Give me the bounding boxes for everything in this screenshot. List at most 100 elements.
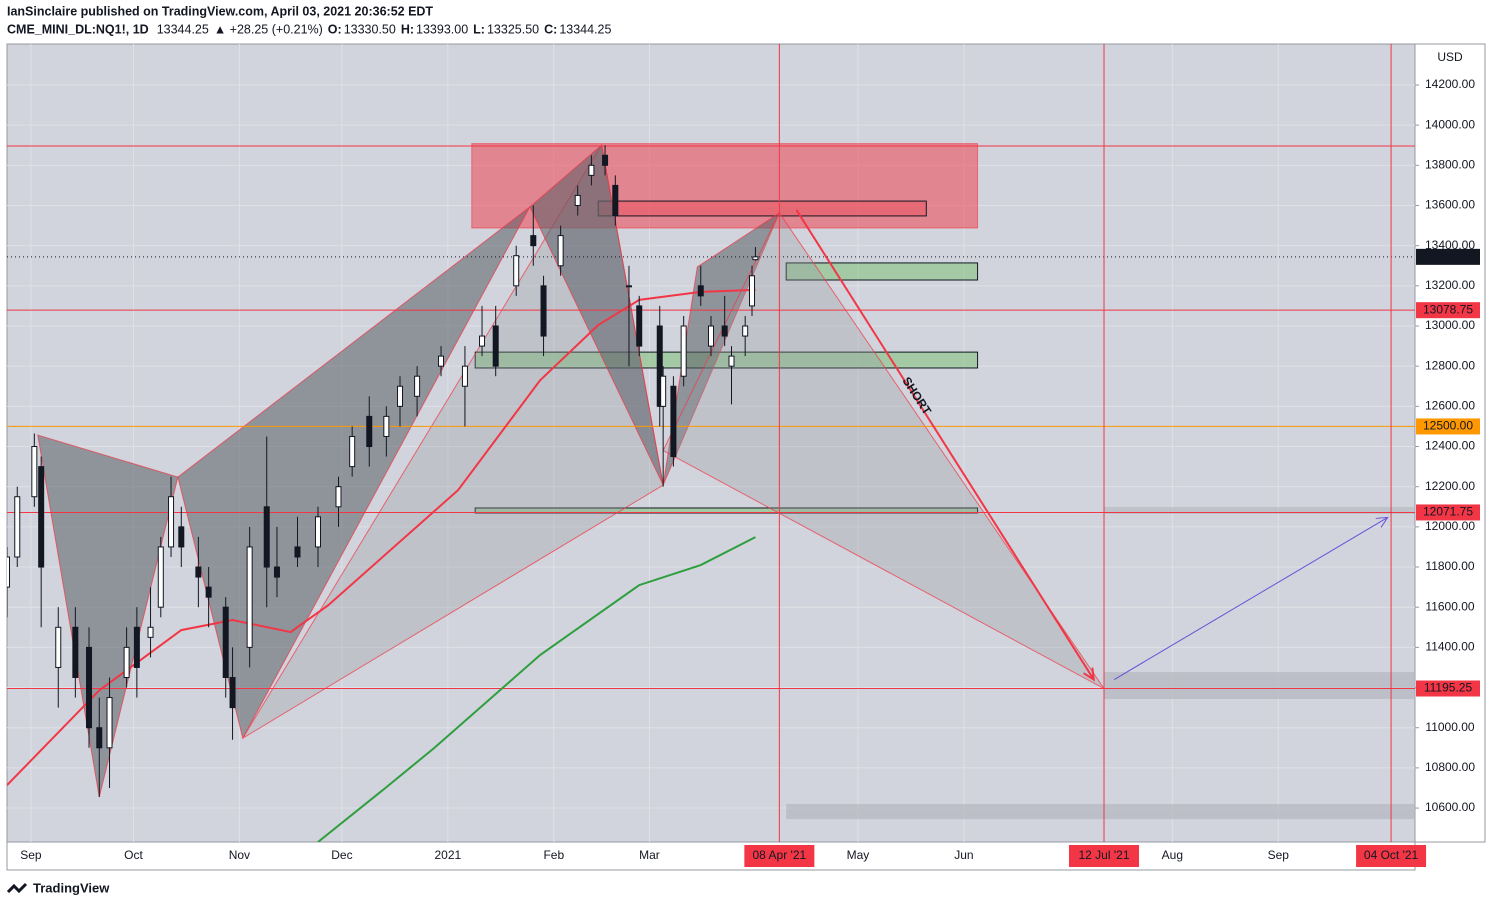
- price-change: ▲ +28.25 (+0.21%): [214, 22, 323, 36]
- candle-body: [557, 235, 564, 267]
- ohlc-label: H:: [401, 22, 414, 36]
- zone: [1104, 506, 1415, 515]
- candle-body: [680, 325, 687, 377]
- logo: [6, 882, 28, 894]
- x-tick-label: Dec: [331, 848, 352, 862]
- price-tag-label: 13344.25: [1423, 249, 1473, 263]
- price-tag-label: 12071.75: [1423, 505, 1473, 519]
- candle-body: [602, 154, 609, 166]
- candle-body: [7, 556, 10, 588]
- time-axis: [6, 841, 1416, 871]
- ohlc-label: O:: [328, 22, 342, 36]
- candle-body: [612, 184, 619, 217]
- x-tick-label: Jun: [954, 848, 973, 862]
- candle-body: [195, 566, 202, 578]
- y-tick-label: 10800.00: [1425, 760, 1475, 774]
- date-tag: [1356, 845, 1427, 867]
- y-tick-label: 11600.00: [1425, 599, 1474, 613]
- x-tick-label: Oct: [124, 848, 143, 862]
- moving-average: [317, 536, 756, 842]
- candle-body: [479, 335, 486, 347]
- arrow-head: [1083, 667, 1095, 682]
- y-tick-label: 10600.00: [1425, 800, 1475, 814]
- candle-body: [133, 626, 140, 668]
- price-tag-label: 11195.25: [1424, 681, 1473, 695]
- candle-body: [38, 466, 45, 568]
- ohlc-label: C:: [544, 22, 557, 36]
- candle-body: [752, 256, 759, 261]
- candle-body: [246, 546, 253, 648]
- arrow: [795, 209, 1095, 681]
- y-tick-label: 12600.00: [1425, 399, 1475, 413]
- candle-body: [670, 385, 677, 458]
- x-tick-label: Sep: [20, 848, 42, 862]
- date-tag-label: 12 Jul '21: [1079, 848, 1130, 862]
- candle-body: [157, 546, 164, 608]
- currency: USD: [1437, 50, 1463, 64]
- harmonic-pattern: [529, 144, 664, 486]
- zone: [786, 804, 1415, 820]
- candle-body: [636, 305, 643, 347]
- ohlc-value: 13330.50: [344, 22, 396, 36]
- price-tag: [1416, 248, 1480, 265]
- price-tag: [1416, 302, 1480, 319]
- candle-body: [72, 626, 79, 678]
- candle-body: [314, 516, 321, 548]
- x-tick-label: Nov: [229, 848, 250, 862]
- candle-body: [749, 275, 756, 307]
- brand: TradingView: [33, 880, 110, 895]
- zone: [474, 351, 979, 369]
- last-price: 13344.25: [157, 22, 209, 36]
- zone: [474, 507, 979, 514]
- candle-body: [294, 546, 301, 558]
- y-tick-label: 13800.00: [1425, 157, 1475, 171]
- candle-body: [123, 646, 130, 678]
- candle-body: [397, 385, 404, 407]
- candle-body: [263, 506, 270, 568]
- candle-body: [721, 325, 728, 337]
- publisher-line: IanSinclaire published on TradingView.co…: [7, 4, 433, 18]
- y-tick-label: 12400.00: [1425, 439, 1475, 453]
- candle-body: [574, 194, 581, 206]
- y-tick-label: 11400.00: [1425, 640, 1474, 654]
- symbol: CME_MINI_DL:NQ1!, 1D: [7, 22, 149, 36]
- candle-body: [383, 415, 390, 437]
- candle-body: [697, 285, 704, 297]
- zone: [597, 200, 927, 217]
- price-tag-label: 13078.75: [1423, 302, 1473, 316]
- price-tag-label: 12500.00: [1423, 419, 1473, 433]
- x-tick-label: 2021: [435, 848, 462, 862]
- candle-body: [31, 446, 38, 498]
- candle-body: [205, 586, 212, 598]
- ohlc-value: 13344.25: [559, 22, 611, 36]
- ohlc-value: 13393.00: [416, 22, 468, 36]
- arrow: [1114, 516, 1388, 680]
- candle-body: [86, 646, 93, 729]
- y-tick-label: 12200.00: [1425, 479, 1475, 493]
- candle-body: [414, 375, 421, 397]
- ohlc-value: 13325.50: [487, 22, 539, 36]
- candle-body: [55, 626, 62, 668]
- plot: SHORT: [7, 44, 1415, 842]
- price-tag: [1416, 418, 1480, 435]
- candle-body: [530, 235, 537, 247]
- candle-body: [660, 375, 667, 407]
- y-tick-label: 14000.00: [1425, 117, 1475, 131]
- price-tag: [1416, 504, 1480, 521]
- candle-body: [742, 325, 749, 337]
- y-tick-label: 12000.00: [1425, 519, 1475, 533]
- y-tick-label: 14200.00: [1425, 77, 1475, 91]
- candle-body: [625, 285, 632, 288]
- candle-body: [229, 676, 236, 709]
- candle-body: [656, 325, 663, 407]
- date-tag: [744, 845, 815, 867]
- x-tick-label: Sep: [1268, 848, 1290, 862]
- candle-body: [728, 355, 735, 367]
- date-tag-label: 04 Oct '21: [1364, 848, 1419, 862]
- candle-body: [222, 606, 229, 678]
- candle-body: [366, 415, 373, 448]
- candle-body: [178, 526, 185, 548]
- price-axis: [1414, 43, 1486, 843]
- candle-body: [106, 697, 113, 749]
